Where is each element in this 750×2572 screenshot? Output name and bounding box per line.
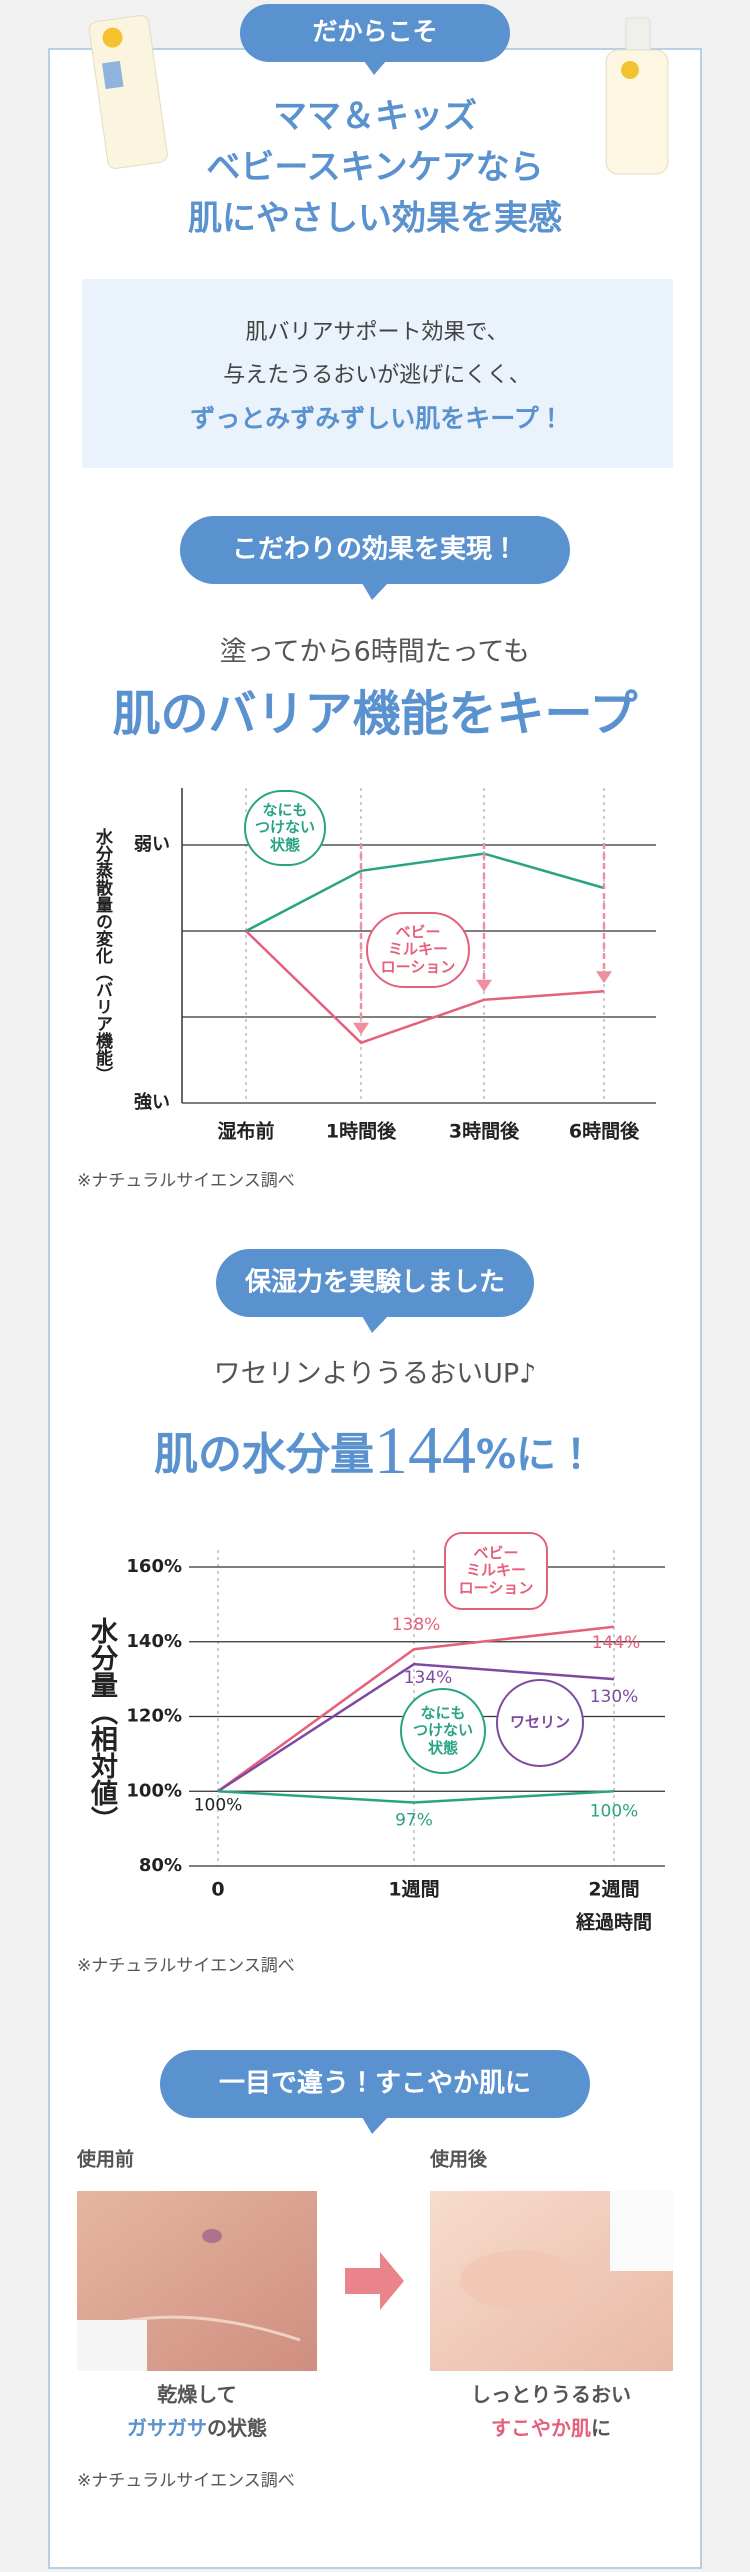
subtitle: 塗ってから6時間たっても (220, 637, 530, 668)
series-line (217, 1662, 615, 1793)
y-axis-label: 水分量（相対値） (86, 1617, 117, 1833)
x-tick-label: 湿布前 (217, 1120, 274, 1143)
photo-before (77, 2191, 317, 2371)
caption-emphasis: ガサガサ (127, 2416, 207, 2440)
value-label: 100% (194, 1795, 243, 1815)
caption-emphasis: すこやか肌 (491, 2416, 591, 2440)
section-title: 肌の水分量144%に！ (154, 1412, 596, 1488)
badge-shape (160, 4, 590, 2134)
series-line (217, 1790, 615, 1804)
legend-callout: ベビー ミルキー ローション (366, 912, 470, 988)
caption: すこやか肌に (491, 2416, 611, 2440)
photo-after (430, 2191, 673, 2371)
series-line (217, 1625, 615, 1793)
arrow (345, 2252, 404, 2310)
legend-callout: なにも つけない 状態 (244, 790, 326, 866)
note: ※ナチュラルサイエンス調べ (77, 1956, 295, 1976)
x-tick-label: 3時間後 (449, 1120, 520, 1143)
legend-callout: ワセリン (496, 1679, 584, 1767)
y-axis-label: 水分蒸散量の変化（バリア機能） (92, 827, 112, 1083)
title-number: 144 (374, 1412, 476, 1488)
legend-callout: ベビー ミルキー ローション (444, 1532, 548, 1610)
arrow-head (596, 971, 612, 984)
y-tick-label: 140% (126, 1631, 182, 1652)
intro-line: ずっとみずみずしい肌をキープ！ (190, 404, 564, 433)
photo-label: 使用後 (429, 2148, 488, 2171)
series-line (245, 930, 605, 1045)
badge-text: こだわりの効果を実現！ (232, 535, 518, 565)
y-tick-label: 160% (126, 1556, 182, 1577)
note: ※ナチュラルサイエンス調べ (77, 1171, 295, 1191)
product-bottle (605, 17, 669, 175)
value-label: 134% (404, 1668, 453, 1688)
x-tick-label: 1時間後 (326, 1120, 397, 1143)
x-tick-label: 0 (211, 1879, 224, 1901)
badge-text: 保湿力を実験しました (244, 1268, 505, 1298)
x-tick-label: 1週間 (388, 1879, 439, 1901)
y-tick-label: 80% (139, 1855, 182, 1876)
headline: ママ＆キッズ (273, 97, 477, 137)
intro-box (82, 279, 673, 468)
note: ※ナチュラルサイエンス調べ (77, 2471, 295, 2491)
badge-text: だからこそ (312, 17, 437, 46)
title-part: %に！ (476, 1432, 596, 1478)
section-title: 肌のバリア機能をキープ (112, 686, 637, 742)
caption-part: の状態 (207, 2416, 267, 2440)
headline: ベビースキンケアなら (206, 148, 543, 188)
headline: 肌にやさしい効果を実感 (188, 199, 562, 239)
caption: しっとりうるおい (471, 2383, 631, 2407)
series-line (245, 852, 605, 933)
x-axis-label: 経過時間 (575, 1911, 652, 1934)
caption: 乾燥して (157, 2383, 236, 2407)
y-tick-label: 120% (126, 1706, 182, 1727)
photo-label: 使用前 (76, 2148, 134, 2171)
badge-text: 一目で違う！すこやか肌に (219, 2069, 531, 2099)
legend-callout: なにも つけない 状態 (400, 1688, 486, 1774)
caption-part: に (591, 2416, 611, 2440)
value-label: 97% (395, 1810, 433, 1830)
product-tube (88, 15, 168, 169)
y-tick-label: 弱い (134, 834, 170, 855)
value-label: 130% (590, 1687, 639, 1707)
value-label: 138% (392, 1615, 441, 1635)
y-tick-label: 100% (126, 1780, 182, 1801)
x-tick-label: 6時間後 (569, 1120, 640, 1143)
subtitle: ワセリンよりうるおいUP♪ (214, 1359, 537, 1390)
arrow-head (353, 1022, 369, 1035)
caption: ガサガサの状態 (127, 2416, 267, 2440)
intro-line: 肌バリアサポート効果で、 (245, 320, 508, 345)
value-label: 100% (590, 1801, 639, 1821)
y-tick-label: 強い (134, 1091, 170, 1113)
title-part: 肌の水分量 (154, 1429, 374, 1480)
intro-line: 与えたうるおいが逃げにくく、 (223, 363, 531, 388)
x-tick-label: 2週間 (588, 1879, 639, 1901)
arrow-head (476, 979, 492, 992)
value-label: 144% (592, 1633, 641, 1653)
